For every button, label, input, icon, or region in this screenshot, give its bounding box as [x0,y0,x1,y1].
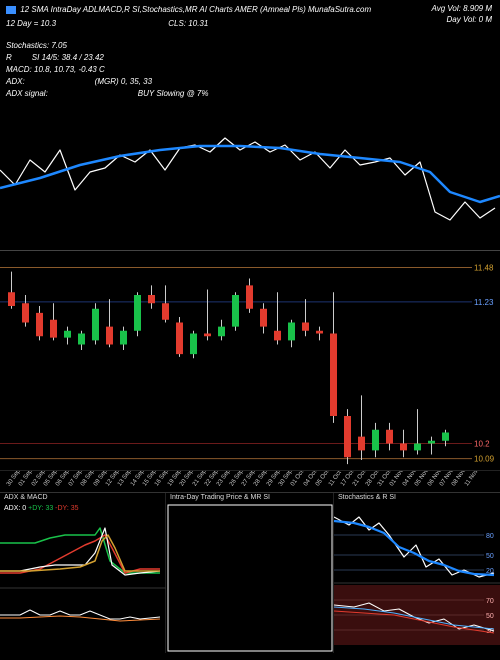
svg-text:11.23: 11.23 [474,298,494,307]
r-label: R [6,53,12,62]
chart-header: 12 SMA IntraDay ADLMACD,R SI,Stochastics… [0,0,500,90]
top-tags: 12 SMA IntraDay ADLMACD,R SI,Stochastics… [6,4,494,16]
sma-value: 12 Day = 10.3 [6,19,56,28]
cls-value: CLS: 10.31 [168,19,208,28]
panel-stoch-title: Stochastics & R SI [338,494,396,501]
avg-vol: Avg Vol: 8.909 M [432,4,492,13]
svg-text:80: 80 [486,533,494,540]
panel-intraday: Intra-Day Trading Price & MR SI [166,493,334,653]
adx-mgr: (MGR) 0, 35, 33 [95,77,152,86]
svg-text:11.48: 11.48 [474,264,494,273]
svg-text:10.2: 10.2 [474,440,490,449]
adx-label: ADX: [6,77,25,86]
lower-panels: ADX & MACD ADX: 0 +DY: 33 -DY: 35 Intra-… [0,492,500,652]
macd-value: MACD: 10.8, 10.73, -0.43 C [6,65,105,74]
date-axis: 30 Sep01 Sep02 Sep05 Sep06 Sep07 Sep08 S… [0,470,500,492]
svg-text:10.09: 10.09 [474,455,495,464]
panel-intra-title: Intra-Day Trading Price & MR SI [170,494,270,501]
top-tags-text: 12 SMA IntraDay ADLMACD,R SI,Stochastics… [20,5,371,14]
stochastics-value: Stochastics: 7.05 [6,41,67,50]
panel-adx-title: ADX & MACD [4,494,48,501]
si-value: SI 14/5: 38.4 / 23.42 [32,53,104,62]
panel-stoch-rsi: Stochastics & R SI 805020705030 [334,493,500,653]
panel-adx-macd: ADX & MACD ADX: 0 +DY: 33 -DY: 35 [0,493,166,653]
svg-text:70: 70 [486,598,494,605]
day-vol: Day Vol: 0 M [432,15,492,24]
panel-adx-info: ADX: 0 +DY: 33 -DY: 35 [4,505,79,512]
candlestick-chart: 11.48 11.23 10.2 10.09 [0,250,500,470]
svg-text:50: 50 [486,613,494,620]
main-line-chart [0,90,500,250]
svg-text:50: 50 [486,553,494,560]
sma-swatch-icon [6,6,16,14]
